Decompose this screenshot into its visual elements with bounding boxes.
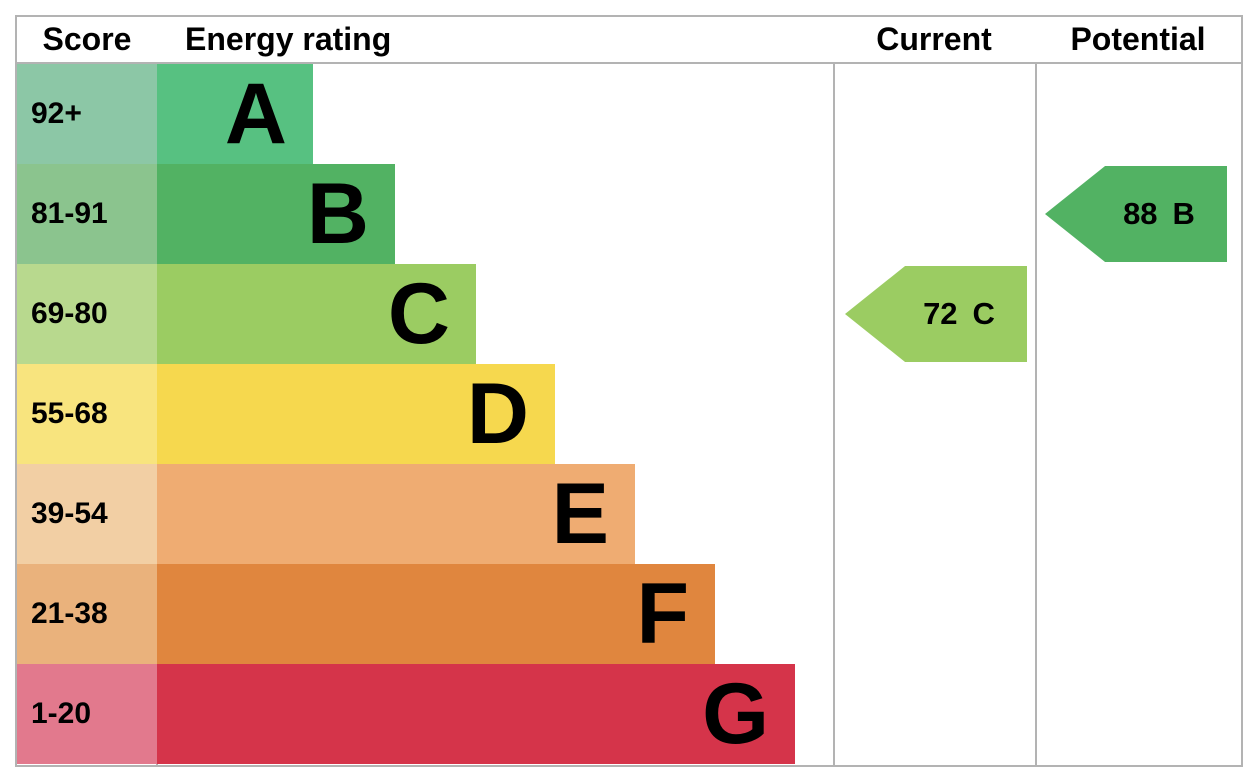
- epc-table: Score Energy rating Current Potential 92…: [15, 15, 1243, 767]
- band-rows: 92+ A 81-91 B 69-80 C 55-68: [17, 64, 1241, 764]
- band-letter-a: A: [224, 66, 287, 162]
- band-letter-g: G: [702, 666, 769, 762]
- band-row-e: 39-54 E: [17, 464, 1241, 564]
- band-letter-e: E: [551, 466, 609, 562]
- band-row-c: 69-80 C: [17, 264, 1241, 364]
- band-bar-d: D: [157, 364, 555, 464]
- band-bar-a: A: [157, 64, 313, 164]
- header-potential: Potential: [1070, 21, 1206, 57]
- band-row-a: 92+ A: [17, 64, 1241, 164]
- table-header: Score Energy rating Current Potential: [17, 17, 1241, 64]
- header-score: Score: [42, 21, 132, 57]
- band-letter-c: C: [387, 266, 450, 362]
- divider-rating-current: [833, 17, 835, 765]
- band-row-g: 1-20 G: [17, 664, 1241, 764]
- divider-current-potential: [1035, 17, 1037, 765]
- score-range-c: 69-80: [17, 264, 157, 364]
- score-range-e: 39-54: [17, 464, 157, 564]
- band-bar-c: C: [157, 264, 476, 364]
- band-row-f: 21-38 F: [17, 564, 1241, 664]
- band-bar-b: B: [157, 164, 395, 264]
- current-rating-value: 72: [923, 296, 958, 331]
- band-row-d: 55-68 D: [17, 364, 1241, 464]
- score-range-a: 92+: [17, 64, 157, 164]
- score-range-f: 21-38: [17, 564, 157, 664]
- score-range-d: 55-68: [17, 364, 157, 464]
- score-range-g: 1-20: [17, 664, 157, 764]
- band-letter-b: B: [306, 166, 369, 262]
- band-bar-g: G: [157, 664, 795, 764]
- header-energy-rating: Energy rating: [185, 21, 392, 57]
- band-letter-f: F: [636, 566, 689, 662]
- current-rating-band: C: [972, 296, 995, 331]
- header-current: Current: [876, 21, 992, 57]
- band-row-b: 81-91 B: [17, 164, 1241, 264]
- band-bar-f: F: [157, 564, 715, 664]
- potential-rating-value: 88: [1123, 196, 1158, 231]
- band-letter-d: D: [466, 366, 529, 462]
- band-bar-e: E: [157, 464, 635, 564]
- potential-rating-band: B: [1172, 196, 1195, 231]
- score-range-b: 81-91: [17, 164, 157, 264]
